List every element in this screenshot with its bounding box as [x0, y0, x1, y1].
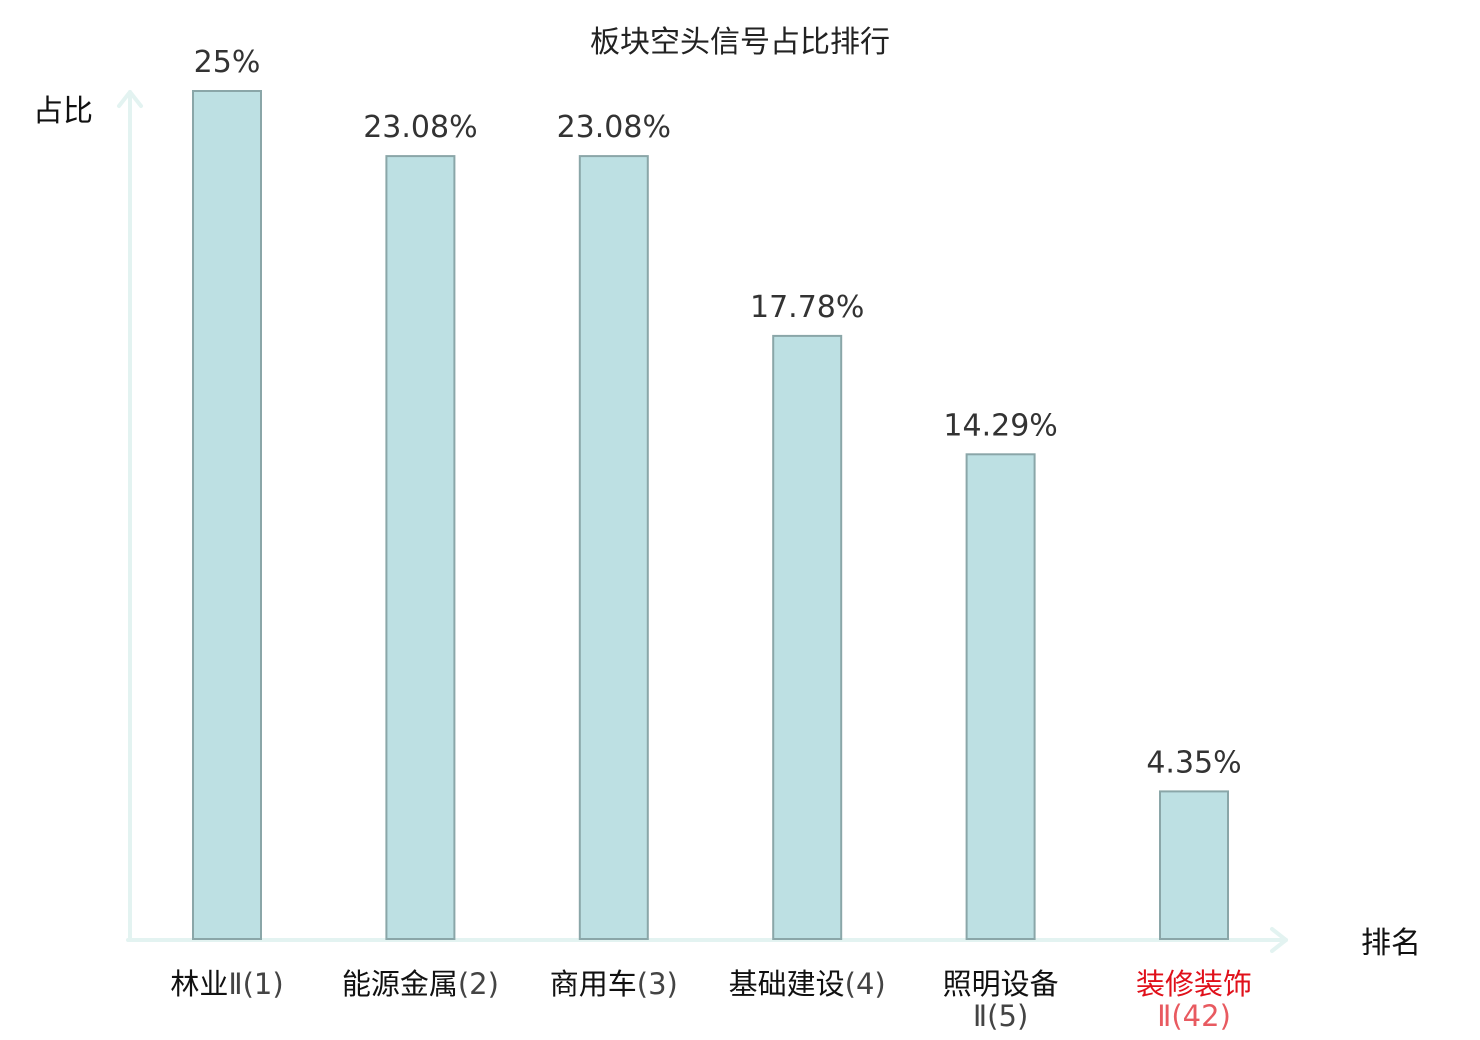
value-label: 25%	[194, 45, 261, 80]
y-axis-arrow	[117, 90, 143, 108]
category-name: 能源金属	[342, 967, 458, 1001]
category-label: 林业Ⅱ(1)	[170, 967, 283, 1001]
category-rank: Ⅱ(1)	[228, 967, 283, 1001]
category-name: 照明设备	[943, 967, 1059, 1001]
bar	[772, 334, 843, 940]
category-label: 基础建设(4)	[729, 967, 886, 1001]
category-rank: (3)	[637, 967, 678, 1001]
category-name: 基础建设	[729, 967, 845, 1001]
chart-title: 板块空头信号占比排行	[590, 25, 890, 60]
value-label: 4.35%	[1146, 745, 1241, 780]
y-axis-label: 占比	[33, 94, 93, 129]
category-rank: Ⅱ(42)	[1157, 999, 1231, 1033]
category-label: 能源金属(2)	[342, 967, 499, 1001]
category-name: 装修装饰	[1136, 967, 1252, 1001]
axes	[117, 90, 1288, 953]
category-label: 装修装饰 Ⅱ(42)	[1136, 967, 1252, 1033]
bar	[578, 155, 649, 941]
category-rank: (2)	[458, 967, 499, 1001]
category-labels-group: 林业Ⅱ(1) 能源金属(2) 商用车(3) 基础建设(4) 照明设备 Ⅱ(5)装修装饰 Ⅱ(…	[170, 967, 1252, 1033]
category-label: 商用车(3)	[550, 967, 678, 1001]
category-rank: Ⅱ(5)	[973, 999, 1028, 1033]
x-axis-arrow	[1270, 927, 1288, 953]
bar	[1159, 790, 1229, 941]
bars-group	[192, 90, 1229, 941]
category-name: 林业	[170, 967, 228, 1001]
category-name: 商用车	[550, 967, 637, 1001]
value-label: 23.08%	[557, 110, 671, 145]
value-label: 23.08%	[363, 110, 477, 145]
bar	[192, 90, 262, 940]
category-rank: (4)	[845, 967, 886, 1001]
x-axis-label: 排名	[1361, 926, 1421, 961]
bar	[385, 155, 456, 941]
value-labels-group: 25% 23.08% 23.08% 17.78% 14.29% 4.35%	[194, 45, 1242, 780]
bar	[965, 453, 1036, 940]
value-label: 17.78%	[750, 290, 864, 325]
category-label: 照明设备 Ⅱ(5)	[943, 967, 1059, 1033]
value-label: 14.29%	[943, 408, 1057, 443]
